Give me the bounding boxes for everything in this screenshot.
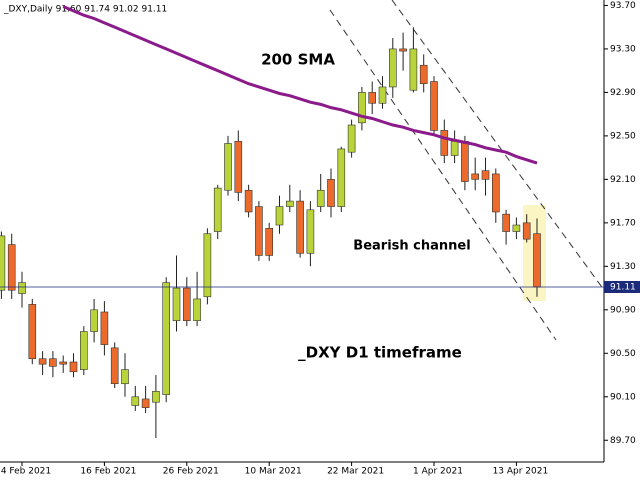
candle-body: [28, 304, 37, 360]
candle-body: [265, 227, 274, 256]
candle-body: [430, 81, 438, 131]
x-tick-label: 10 Mar 2021: [245, 467, 302, 477]
last-price-box: [604, 280, 640, 293]
candle-body: [234, 141, 243, 193]
candle-body: [80, 331, 88, 370]
candle-body: [471, 173, 480, 180]
candle-body: [59, 361, 68, 365]
candle-body: [162, 282, 170, 395]
x-tick-label: 13 Apr 2021: [493, 467, 549, 477]
candle-body: [440, 130, 449, 156]
candle-body: [38, 358, 47, 365]
candle-body: [512, 224, 521, 232]
candle-body: [296, 200, 304, 254]
candle-body: [255, 206, 263, 256]
last-price-label: 91.11: [610, 282, 636, 292]
annotation: _DXY D1 timeframe: [298, 344, 462, 362]
candle-body: [193, 298, 201, 321]
candle-body: [100, 311, 109, 345]
candle-body: [152, 391, 160, 403]
candle-body: [141, 398, 150, 408]
candle-body: [172, 287, 181, 321]
candle-body: [388, 48, 397, 88]
x-tick-label: 1 Apr 2021: [413, 467, 463, 477]
header: _DXY,Daily 91.60 91.74 91.02 91.11: [3, 5, 167, 15]
candle-body: [90, 309, 98, 332]
candle-body: [533, 233, 541, 288]
y-tick-label: 92.90: [610, 88, 636, 98]
candle-body: [49, 358, 57, 367]
channel-line: [329, 9, 557, 341]
candle-body: [450, 141, 459, 156]
x-tick-label: 26 Feb 2021: [163, 467, 219, 477]
x-tick-label: 4 Feb 2021: [1, 467, 51, 477]
x-tick-label: 16 Feb 2021: [80, 467, 136, 477]
candle-body: [522, 222, 531, 240]
candle-body: [306, 209, 315, 254]
candle-body: [18, 282, 26, 294]
candle-body: [121, 369, 129, 385]
x-tick-label: 22 Mar 2021: [327, 467, 384, 477]
candle-body: [0, 235, 6, 291]
candle-body: [358, 92, 366, 124]
sma-label: 200 SMA: [261, 51, 335, 69]
candle-body: [7, 244, 16, 291]
candle-body: [224, 143, 232, 191]
candle-body: [131, 396, 140, 406]
candle-body: [110, 347, 119, 385]
y-tick-label: 90.10: [610, 392, 636, 402]
candle-body: [285, 200, 294, 207]
candle-body: [327, 179, 335, 207]
candle-body: [399, 48, 407, 52]
y-tick-label: 90.90: [610, 305, 636, 315]
candle-body: [491, 173, 500, 213]
y-tick-label: 93.30: [610, 44, 636, 54]
candle-body: [183, 287, 191, 321]
annotation: Bearish channel: [353, 239, 470, 254]
y-tick-label: 91.30: [610, 262, 636, 272]
sma-line: [62, 5, 538, 165]
y-tick-label: 90.50: [610, 349, 636, 359]
candle-body: [378, 86, 387, 104]
y-tick-label: 92.50: [610, 131, 636, 141]
candle-body: [419, 64, 428, 85]
y-tick-label: 91.70: [610, 218, 636, 228]
candle-body: [316, 189, 325, 207]
candle-body: [347, 124, 356, 153]
y-tick-label: 93.70: [610, 1, 636, 11]
candle-body: [213, 187, 222, 232]
candle-body: [244, 189, 253, 213]
candle-body: [409, 48, 418, 91]
candle-body: [69, 361, 78, 373]
candle-body: [502, 213, 510, 232]
candle-body: [203, 233, 212, 298]
y-tick-label: 89.70: [610, 436, 636, 446]
y-tick-label: 92.10: [610, 175, 636, 185]
candle-body: [461, 141, 469, 182]
candle-body: [481, 170, 490, 180]
candle-body: [337, 148, 346, 207]
candle-body: [368, 92, 377, 104]
candle-body: [275, 206, 284, 226]
